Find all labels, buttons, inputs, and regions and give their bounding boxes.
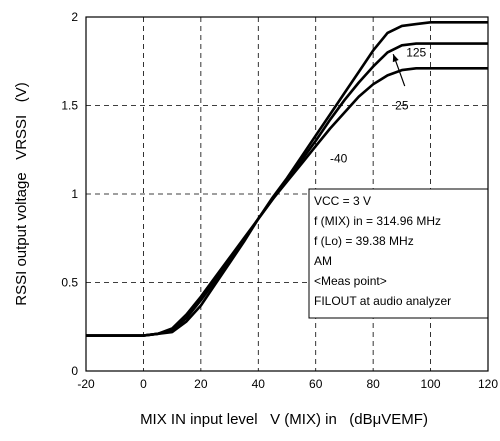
series-line-25: [86, 42, 488, 337]
curve-label: 125: [406, 45, 426, 59]
y-axis-label: RSSI output voltage VRSSI (V): [13, 82, 30, 305]
y-tick-label: 0.5: [61, 276, 78, 290]
arrow-layer: [392, 53, 406, 87]
annot-line-am: AM: [314, 254, 332, 268]
y-tick-label: 2: [71, 10, 78, 24]
x-tick-label: 60: [309, 377, 323, 391]
x-tick-label: 100: [421, 377, 441, 391]
plot-frame: [85, 16, 489, 372]
y-tick-label: 0: [71, 364, 78, 378]
annot-line-filout: FILOUT at audio analyzer: [314, 294, 451, 308]
x-tick-label: 40: [252, 377, 266, 391]
x-axis-label: MIX IN input level V (MIX) in (dBμVEMF): [140, 411, 428, 428]
x-tick-label: 20: [194, 377, 208, 391]
arrow-head: [392, 54, 399, 63]
series-group: [86, 21, 488, 337]
annot-line-meas: <Meas point>: [314, 274, 387, 288]
curve-label: 25: [395, 99, 409, 113]
annot-line-fmix: f (MIX) in = 314.96 MHz: [314, 214, 441, 228]
curve-labels: 125 25 -40: [330, 45, 427, 165]
y-tick-label: 1.5: [61, 99, 78, 113]
x-tick-label: -20: [77, 377, 95, 391]
x-tick-label: 120: [478, 377, 498, 391]
series-line-125: [86, 21, 488, 337]
curve-label: -40: [330, 152, 348, 166]
series-line--40: [86, 67, 488, 337]
grid: [86, 17, 488, 371]
annot-line-vcc: VCC = 3 V: [314, 194, 371, 208]
annotation-frame: [308, 188, 489, 319]
x-tick-label: 80: [366, 377, 380, 391]
annot-line-flo: f (Lo) = 39.38 MHz: [314, 234, 414, 248]
y-tick-label: 1: [71, 187, 78, 201]
annotation-box: VCC = 3 V f (MIX) in = 314.96 MHz f (Lo)…: [308, 188, 489, 319]
x-tick-label: 0: [140, 377, 147, 391]
